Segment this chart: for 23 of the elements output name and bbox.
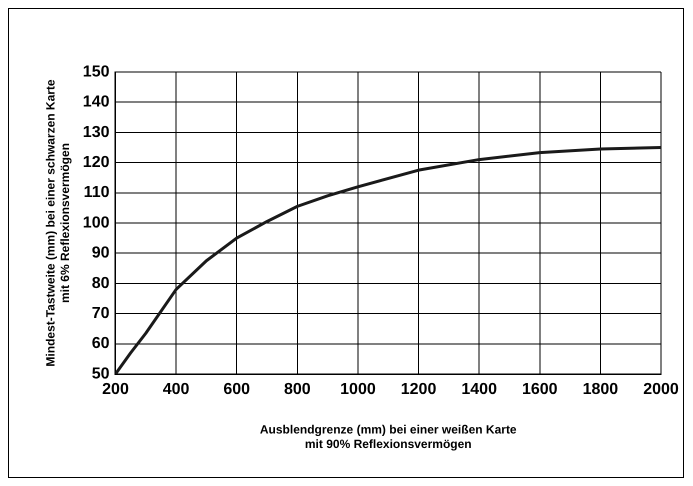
x-tick-label: 1400 (461, 381, 498, 398)
x-tick-label: 1200 (400, 381, 436, 398)
x-tick-label: 1800 (582, 381, 618, 398)
y-tick-label: 60 (92, 335, 110, 352)
y-tick-label: 80 (92, 274, 110, 292)
y-tick-label: 130 (82, 124, 110, 141)
y-tick-label: 50 (92, 365, 110, 382)
x-axis-title: Ausblendgrenze (mm) bei einer weißen Karte mit 90% Reflexionsvermögen (260, 422, 517, 452)
y-axis-title: Mindest-Tastweite (mm) bei einer schwarzen Karte mit 6% Reflexionsvermögen (44, 79, 72, 367)
x-tick-label: 600 (223, 381, 250, 398)
y-tick-label: 70 (92, 305, 110, 322)
y-tick-label: 140 (82, 94, 110, 111)
y-tick-label: 110 (84, 184, 110, 202)
y-tick-label: 90 (92, 244, 110, 262)
x-tick-label: 1600 (522, 381, 558, 398)
y-tick-label: 120 (82, 154, 110, 172)
x-tick-label: 2000 (643, 381, 679, 398)
x-tick-label: 400 (162, 381, 190, 398)
x-tick-label: 200 (102, 381, 129, 398)
x-tick-label: 800 (284, 381, 311, 398)
y-tick-label: 100 (82, 214, 110, 232)
x-tick-label: 1000 (340, 381, 376, 398)
y-tick-label: 150 (82, 63, 110, 80)
